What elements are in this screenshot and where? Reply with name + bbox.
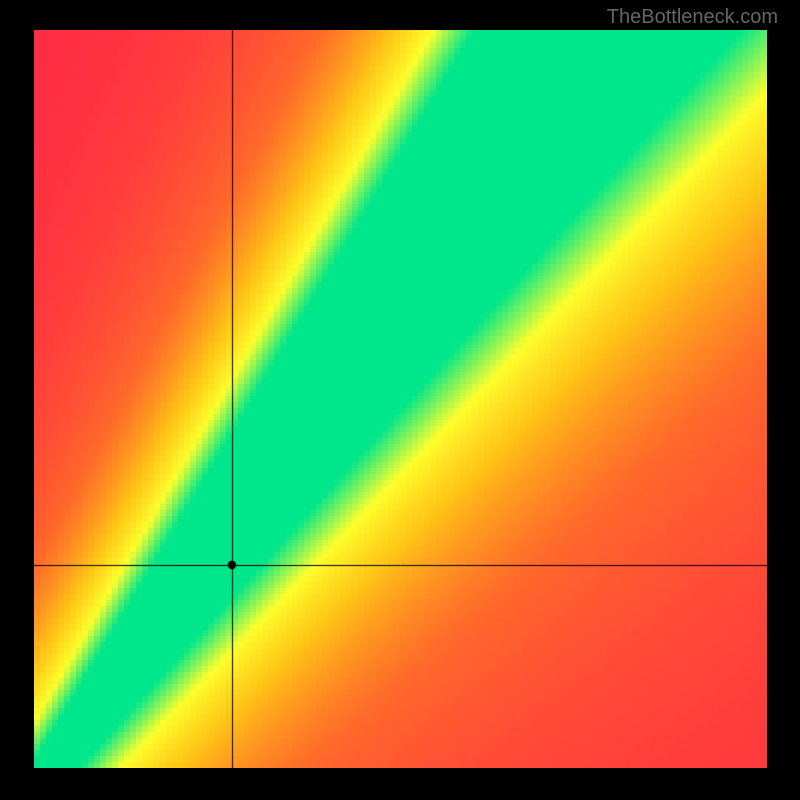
watermark-text: TheBottleneck.com <box>607 6 778 29</box>
chart-container: TheBottleneck.com <box>0 0 800 800</box>
bottleneck-heatmap <box>34 30 767 768</box>
